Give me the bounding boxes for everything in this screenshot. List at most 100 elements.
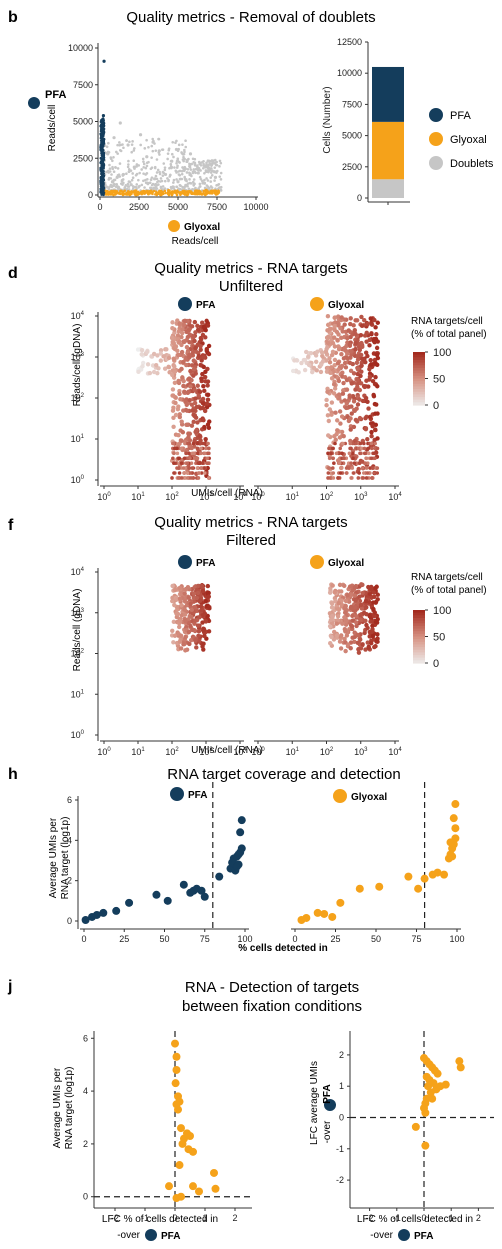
b-legend-glyoxal-marker (429, 132, 443, 146)
panel-j-title-line1: RNA - Detection of targets (185, 979, 359, 996)
d-pfa-point (177, 471, 182, 475)
b-scatter-point-doublets (123, 186, 127, 190)
d-gly-point (363, 426, 369, 431)
panel-d: d Quality metrics - RNA targets Unfilter… (8, 260, 487, 502)
j-left-point (178, 1139, 187, 1148)
d-gly-point (302, 367, 308, 373)
d-pfa-point (194, 404, 199, 410)
b-scatter-point-doublets (113, 178, 117, 182)
d-pfa-point (201, 384, 206, 389)
d-colorbar-title-line1: RNA targets/cell (411, 316, 483, 327)
d-pfa-point (158, 358, 164, 363)
d-gly-point (325, 386, 330, 391)
b-scatter-point-doublets (129, 169, 133, 172)
d-gly-point (353, 318, 358, 323)
h-y-axis-label-line1: Average UMIs per (48, 817, 59, 898)
d-pfa-point (190, 408, 195, 413)
f-colorbar-step (413, 615, 425, 619)
f-gly-x-tick-label: 101 (286, 747, 300, 757)
d-pfa-point (205, 323, 211, 328)
d-pfa-point (192, 319, 198, 325)
b-scatter-point-doublets (142, 179, 145, 183)
d-pfa-point (172, 451, 176, 456)
f-pfa-point (170, 583, 175, 589)
d-gly-point (351, 323, 356, 328)
d-pfa-point (184, 408, 190, 413)
b-scatter-point-glyoxal (191, 192, 195, 196)
b-bar-y-tick-label: 2500 (342, 162, 362, 172)
b-scatter-point-glyoxal (197, 190, 201, 194)
d-pfa-point (170, 320, 175, 325)
d-pfa-point (170, 387, 176, 392)
d-pfa-point (183, 441, 187, 446)
d-gly-point (369, 456, 374, 461)
b-scatter-point-doublets (151, 137, 155, 141)
b-scatter-point-doublets (132, 149, 136, 152)
h-gly-point (355, 884, 364, 893)
b-scatter-point-glyoxal (107, 191, 110, 194)
panel-b-letter: b (8, 9, 18, 26)
d-pfa-point (155, 353, 160, 358)
b-scatter-point-doublets (159, 177, 163, 180)
b-scatter-point-doublets (151, 182, 155, 186)
f-gly-point (330, 613, 335, 619)
b-scatter-point-doublets (160, 148, 164, 151)
d-pfa-point (197, 433, 203, 438)
d-gly-point (365, 399, 370, 404)
d-gly-point (367, 343, 372, 348)
d-gly-x-tick-label: 104 (388, 492, 402, 502)
b-scatter-point-pfa (100, 132, 103, 136)
b-scatter-point-doublets (207, 168, 210, 172)
d-pfa-point (184, 362, 189, 368)
d-glyoxal-plot: 100 101 102 103 104 (251, 314, 402, 502)
d-pfa-y-tick-label: 104 (71, 311, 85, 321)
f-gly-point (330, 583, 335, 588)
d-pfa-point (190, 466, 195, 470)
d-pfa-point (180, 330, 185, 336)
f-gly-point (372, 594, 377, 599)
d-pfa-point (173, 400, 178, 406)
h-pfa-point (112, 906, 121, 915)
b-scatter-point-doublets (217, 182, 221, 186)
j-right-plot: -2 -1 0 1 2 -2 -1 0 1 2 (336, 1031, 494, 1223)
b-scatter-point-doublets (143, 186, 146, 189)
d-gly-point (320, 359, 326, 364)
f-pfa-point (171, 640, 176, 645)
b-scatter-point-doublets (116, 143, 119, 147)
b-scatter-point-doublets (188, 178, 191, 181)
d-pfa-point (206, 343, 212, 349)
d-gly-point (303, 349, 309, 355)
d-gly-point (330, 340, 336, 346)
j-right-point (456, 1063, 465, 1072)
d-gly-point (374, 345, 380, 351)
b-scatter-point-doublets (218, 186, 221, 189)
d-pfa-point (171, 356, 176, 361)
b-scatter-point-doublets (144, 166, 148, 170)
d-pfa-point (191, 419, 196, 425)
d-gly-point (339, 466, 344, 470)
f-pfa-point (195, 583, 201, 589)
panel-j-title-line2: between fixation conditions (182, 998, 362, 1015)
b-scatter-point-doublets (210, 174, 214, 177)
b-scatter-point-doublets (149, 178, 153, 181)
d-pfa-point (205, 383, 210, 388)
d-gly-point (356, 344, 362, 349)
d-pfa-point (196, 353, 202, 359)
d-gly-point (369, 429, 374, 435)
d-pfa-point (196, 393, 201, 398)
d-pfa-point (202, 388, 207, 394)
d-pfa-point (193, 415, 199, 420)
b-scatter-point-doublets (105, 185, 109, 189)
h-pfa-point (152, 890, 161, 899)
b-scatter-point-doublets (168, 166, 171, 170)
d-gly-point (344, 471, 349, 475)
j-right-point (411, 1122, 420, 1131)
b-scatter-point-doublets (158, 172, 162, 176)
h-gly-point (446, 838, 455, 847)
b-legend-pfa-label: PFA (450, 110, 471, 122)
d-gly-point (299, 360, 304, 366)
d-gly-point (344, 377, 350, 383)
f-colorbar-step (413, 649, 425, 653)
d-pfa-point (198, 405, 203, 411)
d-gly-point (351, 424, 357, 430)
